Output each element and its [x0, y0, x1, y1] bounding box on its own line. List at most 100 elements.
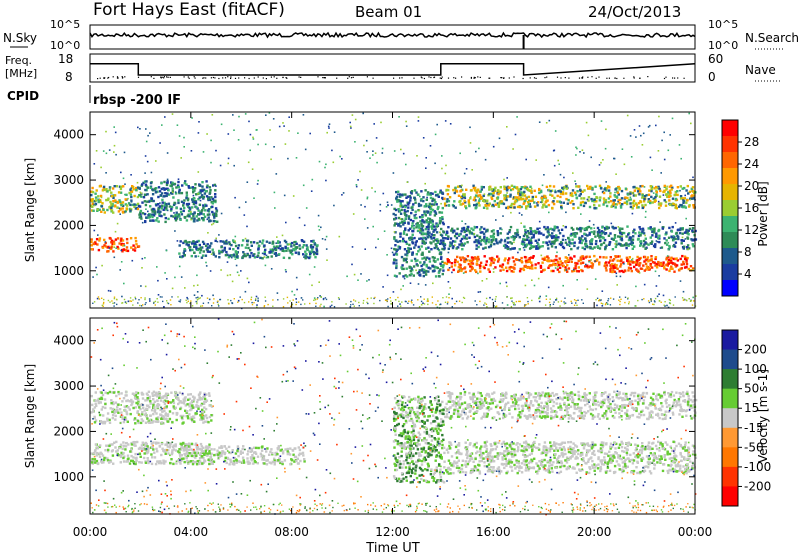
scatter-point — [410, 211, 413, 215]
scatter-point — [405, 233, 408, 236]
scatter-point — [482, 186, 485, 189]
scatter-point — [125, 193, 128, 196]
scatter-point — [476, 259, 479, 263]
scatter-point — [423, 242, 426, 245]
scatter-point — [131, 203, 135, 207]
scatter-point — [108, 247, 111, 249]
scatter-point — [439, 242, 442, 245]
scatter-point — [460, 269, 463, 273]
scatter-point — [593, 230, 596, 233]
scatter-point — [439, 231, 441, 234]
scatter-point — [110, 203, 113, 206]
ground-scatter-point — [132, 299, 134, 301]
scatter-point — [571, 194, 574, 198]
scatter-point — [111, 204, 114, 208]
scatter-point — [310, 246, 313, 249]
scatter-point — [474, 269, 477, 272]
scatter-point — [410, 272, 413, 275]
scatter-point — [134, 207, 138, 210]
scatter-point — [112, 462, 115, 465]
scatter-point — [433, 256, 436, 259]
scatter-point — [573, 191, 577, 194]
scatter-point — [273, 252, 277, 255]
scatter-point — [505, 187, 508, 191]
ground-scatter-point — [196, 299, 199, 301]
scatter-point — [513, 206, 516, 209]
scatter-point — [605, 204, 609, 208]
scatter-point — [268, 251, 271, 254]
scatter-point — [310, 190, 313, 192]
scatter-point — [168, 410, 172, 413]
scatter-point — [426, 193, 429, 196]
scatter-point — [297, 251, 300, 254]
scatter-point — [503, 187, 506, 191]
scatter-point — [635, 203, 639, 207]
scatter-point — [487, 204, 490, 207]
scatter-point — [179, 442, 182, 445]
scatter-point — [469, 197, 472, 200]
scatter-point — [485, 238, 489, 241]
scatter-point — [579, 237, 583, 240]
scatter-point — [548, 119, 551, 122]
scatter-point — [455, 236, 459, 240]
scatter-point — [665, 231, 668, 234]
scatter-point — [95, 189, 98, 192]
scatter-point — [153, 451, 156, 454]
scatter-point — [190, 408, 193, 411]
scatter-point — [151, 456, 154, 459]
scatter-point — [106, 450, 110, 453]
scatter-point — [623, 243, 627, 247]
scatter-point — [157, 220, 160, 223]
scatter-point — [141, 393, 145, 396]
ground-scatter-point — [161, 296, 163, 298]
scatter-point — [197, 209, 200, 212]
scatter-point — [667, 258, 671, 261]
ground-scatter-point — [132, 304, 134, 306]
scatter-point — [171, 187, 174, 190]
ground-scatter-point — [560, 300, 563, 302]
nave-point — [393, 77, 395, 79]
scatter-point — [276, 292, 279, 294]
scatter-point — [455, 190, 459, 193]
scatter-point — [598, 236, 601, 239]
scatter-point — [115, 153, 117, 156]
scatter-point — [417, 250, 420, 253]
scatter-point — [611, 225, 614, 229]
scatter-point — [156, 399, 159, 402]
scatter-point — [577, 246, 580, 248]
scatter-point — [420, 224, 423, 227]
scatter-point — [160, 415, 164, 419]
scatter-point — [431, 264, 434, 268]
nave-point — [244, 77, 246, 79]
scatter-point — [459, 239, 462, 243]
scatter-point — [440, 234, 444, 237]
nave-point — [633, 77, 635, 79]
scatter-point — [549, 190, 552, 193]
scatter-point — [423, 210, 426, 213]
scatter-point — [567, 198, 570, 202]
scatter-point — [659, 261, 663, 265]
scatter-point — [445, 164, 447, 167]
scatter-point — [603, 264, 606, 268]
scatter-point — [112, 240, 116, 243]
scatter-point — [163, 204, 166, 207]
scatter-point — [178, 451, 181, 454]
scatter-point — [178, 190, 181, 193]
scatter-point — [172, 448, 176, 451]
scatter-point — [188, 413, 191, 416]
scatter-point — [295, 246, 299, 249]
scatter-point — [685, 260, 688, 263]
scatter-point — [400, 288, 402, 291]
scatter-point — [112, 196, 115, 200]
scatter-point — [606, 303, 609, 305]
scatter-point — [110, 206, 113, 209]
ground-scatter-point — [373, 302, 375, 305]
scatter-point — [393, 274, 397, 277]
scatter-point — [420, 264, 423, 268]
scatter-point — [519, 196, 523, 199]
scatter-point — [421, 257, 424, 260]
scatter-point — [193, 284, 195, 287]
scatter-point — [510, 236, 513, 239]
scatter-point — [442, 264, 445, 267]
scatter-point — [250, 241, 253, 244]
